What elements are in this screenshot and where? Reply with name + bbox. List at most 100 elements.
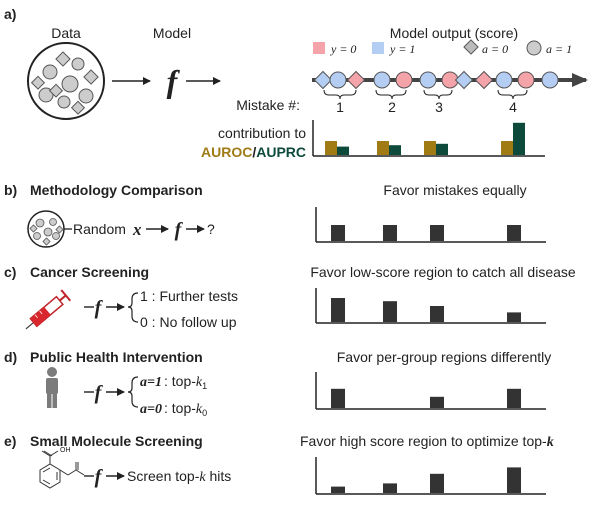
metric-label: AUROC/AUPRC (201, 144, 306, 160)
legend-y1-label: y = 1 (389, 42, 415, 56)
chart-bar (507, 388, 521, 408)
group-0-text: : top- (164, 400, 196, 416)
favor-text: Favor high score region to optimize top- (300, 433, 547, 449)
screen-text: Screen top- (127, 468, 200, 484)
oh-label: OH (60, 447, 71, 454)
score-point (395, 71, 413, 89)
outcome-1: 1 : Further tests (140, 288, 238, 304)
group-0-symbol: a=0 (140, 402, 162, 417)
person-icon (46, 367, 58, 408)
chart-bar (331, 486, 345, 493)
chart-bar (507, 225, 521, 241)
score-point (454, 70, 474, 90)
group-brace (127, 376, 139, 408)
model-label: Model (153, 25, 191, 41)
output-title: Model output (score) (390, 25, 518, 41)
legend-y1-swatch (372, 42, 384, 54)
auroc-label: AUROC (201, 144, 252, 160)
chart-bar (389, 145, 401, 155)
contribution-chart (312, 120, 545, 157)
random-label: Random (73, 221, 126, 237)
chart-bar (383, 301, 397, 322)
group-1-text: : top- (164, 373, 196, 389)
auprc-label: AUPRC (256, 144, 306, 160)
question-mark: ? (207, 221, 215, 237)
legend-circle-icon (526, 40, 542, 56)
outcome-brace (127, 292, 139, 323)
score-point (517, 71, 535, 89)
mistake-number: 2 (388, 99, 396, 115)
mistake-braces (323, 89, 528, 100)
panel-e: e) Small Molecule Screening Favor high s… (4, 433, 554, 495)
chart-bar (331, 298, 345, 322)
panel-a-letter: a) (4, 6, 16, 22)
score-point (419, 71, 437, 89)
mistake-number: 1 (336, 99, 344, 115)
score-point (474, 70, 494, 90)
hits-text: hits (206, 468, 232, 484)
f-symbol: f (95, 382, 104, 404)
k-subscript: 1 (202, 381, 207, 391)
chart-bar (331, 225, 345, 241)
panel-c-favor-text: Favor low-score region to catch all dise… (310, 264, 576, 280)
small-data-blob-icon (27, 210, 65, 248)
chart-bar (436, 143, 448, 155)
panel-d-chart (315, 372, 546, 410)
score-point (495, 71, 513, 89)
k-symbol: k (196, 375, 203, 390)
panel-b-letter: b) (4, 182, 17, 198)
chart-bar (325, 141, 337, 155)
k-subscript: 0 (202, 408, 207, 418)
panel-e-favor-text: Favor high score region to optimize top-… (300, 433, 554, 450)
mistake-brace (497, 89, 528, 100)
mistake-brace (375, 89, 407, 100)
data-blob-icon (27, 42, 105, 120)
mistake-brace (323, 89, 357, 100)
f-symbol: f (95, 297, 104, 319)
k-symbol: k (547, 435, 554, 450)
x-symbol: x (132, 220, 142, 239)
panel-a: a) Data Model f Model output (score) y =… (4, 6, 588, 160)
contribution-label: contribution to (218, 125, 306, 141)
f-symbol: f (95, 466, 104, 488)
panel-c-title: Cancer Screening (30, 264, 149, 280)
chart-bar (430, 306, 444, 322)
chart-bar (430, 225, 444, 241)
mistake-number: 3 (435, 99, 443, 115)
k-symbol: k (196, 402, 203, 417)
molecule-icon (39, 450, 85, 489)
legend-y0-swatch (313, 42, 325, 54)
chart-bar (430, 396, 444, 408)
chart-bar (377, 141, 389, 155)
panel-e-letter: e) (4, 433, 16, 449)
panel-e-chart (315, 457, 546, 495)
panel-d: d) Public Health Intervention Favor per-… (4, 349, 551, 418)
panel-b: b) Methodology Comparison Favor mistakes… (4, 182, 546, 248)
legend-diamond-icon (463, 39, 479, 55)
mistake-brace (423, 89, 453, 100)
panel-d-letter: d) (4, 349, 17, 365)
panel-b-chart (315, 207, 546, 243)
legend: y = 0 y = 1 a = 0 a = 1 (313, 39, 572, 56)
score-point (541, 71, 559, 89)
data-label: Data (51, 25, 81, 41)
outcome-0: 0 : No follow up (140, 314, 237, 330)
chart-bar (424, 141, 436, 155)
score-point (346, 70, 366, 90)
panel-c-chart (315, 288, 546, 324)
panel-d-favor-text: Favor per-group regions differently (337, 349, 552, 365)
group-1-label: a=1: top-k1 (140, 373, 207, 391)
score-point (373, 71, 391, 89)
score-point (329, 71, 347, 89)
legend-y0-label: y = 0 (330, 42, 356, 56)
chart-bar (383, 225, 397, 241)
mistake-label: Mistake #: (236, 97, 300, 113)
chart-bar (513, 122, 525, 155)
group-1-symbol: a=1 (140, 375, 162, 390)
panel-d-title: Public Health Intervention (30, 349, 203, 365)
chart-bar (337, 146, 349, 155)
score-point (313, 70, 333, 90)
chart-bar (331, 388, 345, 408)
f-symbol: f (175, 219, 184, 241)
